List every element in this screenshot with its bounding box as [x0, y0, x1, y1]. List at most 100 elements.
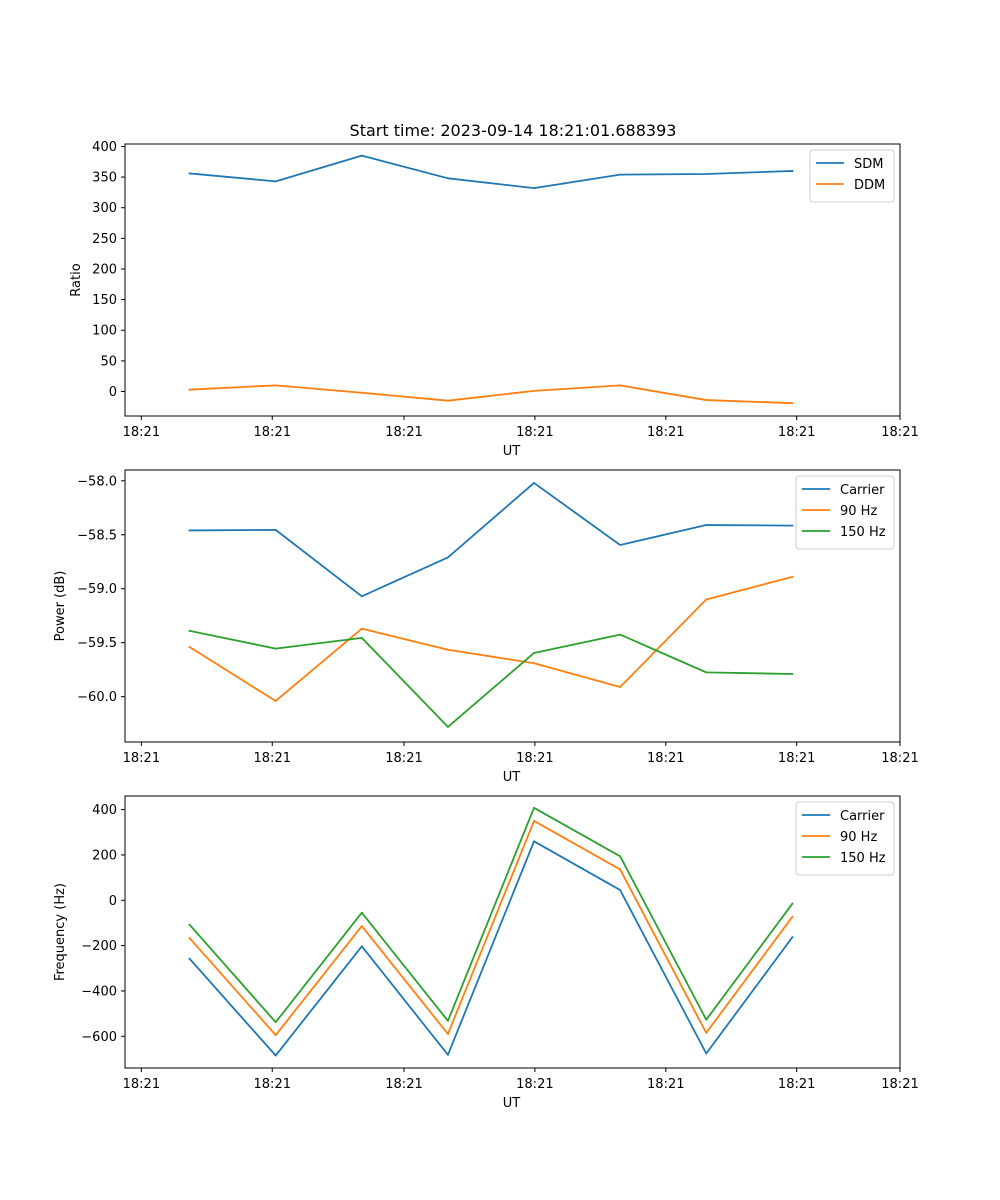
subplot-1: 18:21 18:21 18:21 18:21 18:21 18:21 18:21 UT 0 50…	[69, 140, 919, 459]
data-point-150-hz-1	[188, 923, 191, 926]
data-point-90-hz-8	[791, 915, 794, 918]
axes-frame	[124, 469, 901, 743]
x-tick-label: 18:21	[516, 425, 553, 440]
data-point-90-hz-8	[791, 575, 794, 578]
x-tick-label: 18:21	[778, 1077, 815, 1092]
y-tick-label: 300	[92, 201, 117, 216]
data-point-150-hz-1	[188, 629, 191, 632]
axes-frame	[124, 143, 901, 417]
y-axis-label: Power (dB)	[53, 571, 68, 642]
data-point-sdm-6	[619, 173, 622, 176]
data-point-carrier-6	[619, 544, 622, 546]
legend-label-carrier: Carrier	[840, 483, 885, 498]
data-point-90-hz-4	[447, 1033, 449, 1035]
data-point-carrier-1	[188, 957, 191, 960]
y-tick-label: 0	[109, 894, 117, 909]
y-tick-label: 200	[92, 848, 117, 863]
y-axis-label: Ratio	[69, 263, 84, 296]
y-tick-label: −200	[81, 939, 117, 954]
x-tick-label: 18:21	[254, 751, 291, 766]
x-axis-label: UT	[503, 444, 521, 459]
legend-label-ddm: DDM	[854, 178, 885, 193]
data-point-150-hz-8	[791, 902, 794, 905]
data-point-carrier-8	[791, 524, 794, 527]
x-tick-label: 18:21	[778, 425, 815, 440]
series-line-carrier	[188, 840, 794, 1057]
data-point-90-hz-2	[274, 700, 277, 702]
data-point-90-hz-4	[447, 648, 449, 651]
series-line-150-hz	[188, 806, 794, 1024]
data-point-90-hz-7	[705, 598, 708, 601]
data-point-carrier-2	[274, 1054, 277, 1057]
data-point-carrier-2	[274, 529, 277, 531]
data-point-150-hz-8	[791, 673, 794, 675]
data-point-sdm-2	[274, 180, 277, 183]
x-tick-label: 18:21	[881, 425, 918, 440]
y-tick-label: 400	[92, 803, 117, 818]
data-point-ddm-4	[447, 399, 449, 402]
data-point-sdm-5	[533, 187, 535, 190]
data-point-ddm-6	[619, 384, 622, 387]
data-point-ddm-8	[791, 402, 794, 405]
y-tick-label: 150	[92, 293, 117, 308]
y-tick-label: −60.0	[77, 690, 117, 705]
legend-label-90-hz: 90 Hz	[840, 830, 877, 845]
y-tick-label: 350	[92, 171, 117, 186]
data-point-150-hz-4	[447, 1019, 449, 1022]
x-tick-label: 18:21	[385, 751, 422, 766]
figure-title: Start time: 2023-09-14 18:21:01.688393	[350, 121, 677, 140]
data-point-90-hz-7	[705, 1031, 708, 1034]
data-point-90-hz-1	[188, 937, 191, 940]
data-point-90-hz-6	[619, 868, 622, 871]
data-point-sdm-7	[705, 173, 708, 175]
data-point-150-hz-5	[533, 652, 535, 654]
data-point-150-hz-2	[274, 647, 277, 650]
axes-frame	[124, 795, 901, 1069]
subplots: 18:21 18:21 18:21 18:21 18:21 18:21 18:21 UT 0 50…	[53, 140, 919, 1111]
y-tick-label: −400	[81, 984, 117, 999]
data-point-carrier-3	[360, 945, 363, 948]
data-point-sdm-4	[447, 177, 449, 180]
x-axis-label: UT	[503, 770, 521, 785]
data-point-carrier-7	[705, 524, 708, 526]
data-point-ddm-5	[533, 389, 535, 392]
y-tick-label: 400	[92, 140, 117, 155]
data-point-150-hz-5	[533, 806, 535, 809]
x-tick-label: 18:21	[647, 425, 684, 440]
data-point-150-hz-3	[360, 636, 363, 639]
y-tick-label: 100	[92, 324, 117, 339]
y-tick-label: 0	[109, 385, 117, 400]
data-point-carrier-3	[360, 595, 363, 598]
series-line-90-hz	[188, 820, 794, 1037]
series-line-90-hz	[188, 575, 794, 702]
x-tick-label: 18:21	[123, 425, 160, 440]
y-tick-label: −59.0	[77, 582, 117, 597]
series-line-sdm	[188, 154, 794, 190]
data-point-150-hz-3	[360, 911, 363, 914]
data-point-ddm-1	[188, 388, 191, 391]
data-point-carrier-8	[791, 936, 794, 939]
x-tick-label: 18:21	[778, 751, 815, 766]
y-tick-label: 250	[92, 232, 117, 247]
data-point-ddm-7	[705, 399, 708, 401]
x-tick-label: 18:21	[254, 425, 291, 440]
data-point-150-hz-6	[619, 633, 622, 636]
x-tick-label: 18:21	[516, 751, 553, 766]
y-axis-label: Frequency (Hz)	[53, 883, 68, 981]
data-point-150-hz-7	[705, 1018, 708, 1021]
series-line-ddm	[188, 384, 794, 405]
data-point-carrier-5	[533, 840, 535, 843]
data-point-carrier-1	[188, 529, 191, 532]
data-point-carrier-5	[533, 482, 535, 484]
y-tick-label: −600	[81, 1030, 117, 1045]
data-point-150-hz-2	[274, 1021, 277, 1024]
data-point-ddm-3	[360, 391, 363, 394]
data-point-90-hz-5	[533, 662, 535, 665]
data-point-carrier-4	[447, 556, 449, 559]
x-tick-label: 18:21	[647, 751, 684, 766]
data-point-90-hz-3	[360, 925, 363, 928]
legend-label-carrier: Carrier	[840, 809, 885, 824]
legend-label-sdm: SDM	[854, 157, 883, 172]
series-line-150-hz	[188, 629, 794, 728]
data-point-carrier-7	[705, 1052, 708, 1055]
